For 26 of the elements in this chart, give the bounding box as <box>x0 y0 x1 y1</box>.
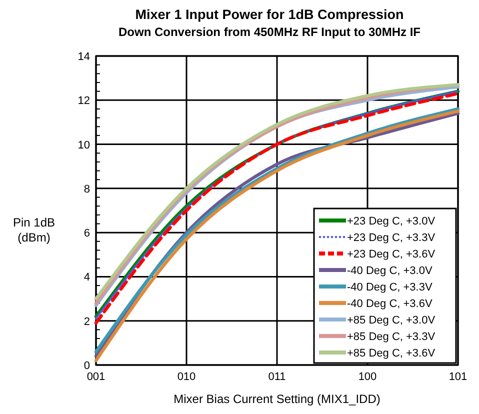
y-tick-label: 14 <box>78 51 90 63</box>
chart-title: Mixer 1 Input Power for 1dB Compression <box>135 7 404 22</box>
y-tick-label: 2 <box>84 316 90 328</box>
y-tick-label: 12 <box>78 95 90 108</box>
x-tick-label: 101 <box>448 371 468 383</box>
x-axis-title: Mixer Bias Current Setting (MIX1_IDD) <box>174 392 380 406</box>
x-tick-label: 100 <box>358 371 377 383</box>
y-tick-label: 10 <box>78 139 90 152</box>
legend-label: +85 Deg C, +3.0V <box>347 314 436 326</box>
legend-label: +23 Deg C, +3.6V <box>347 248 436 260</box>
y-tick-label: 8 <box>84 183 90 196</box>
y-axis-title: Pin 1dB (dBm) <box>12 216 56 244</box>
chart-subtitle: Down Conversion from 450MHz RF Input to 30MHz IF <box>118 25 421 39</box>
y-tick-label: 4 <box>84 272 90 284</box>
legend-label: +23 Deg C, +3.0V <box>347 216 436 228</box>
x-tick-label: 001 <box>86 371 106 383</box>
x-tick-label: 011 <box>268 371 286 383</box>
legend-label: -40 Deg C, +3.0V <box>347 265 433 277</box>
x-tick-label: 010 <box>177 371 196 383</box>
y-tick-label: 6 <box>84 228 90 240</box>
y-tick-label: 0 <box>84 360 90 372</box>
legend-label: -40 Deg C, +3.6V <box>347 298 433 310</box>
legend-label: +23 Deg C, +3.3V <box>347 232 436 244</box>
legend-label: -40 Deg C, +3.3V <box>347 282 433 294</box>
legend-label: +85 Deg C, +3.3V <box>347 331 436 343</box>
legend-label: +85 Deg C, +3.6V <box>347 348 436 360</box>
